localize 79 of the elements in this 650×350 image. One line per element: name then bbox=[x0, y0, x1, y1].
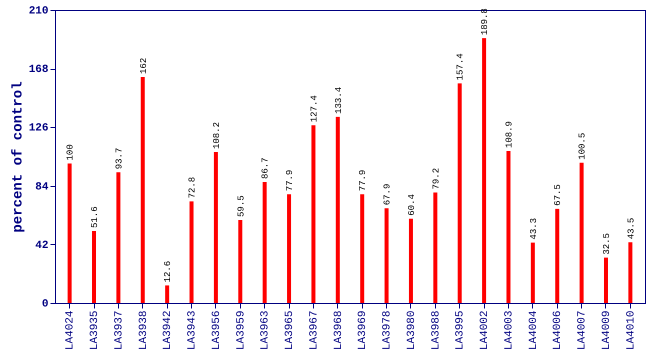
data-label: 93.7 bbox=[114, 148, 124, 170]
bar bbox=[360, 194, 364, 303]
bar bbox=[92, 231, 96, 303]
x-tick-label: LA3956 bbox=[210, 310, 223, 350]
bar bbox=[140, 76, 145, 303]
x-tick-label: LA4004 bbox=[528, 310, 540, 350]
bar bbox=[384, 208, 389, 303]
x-tick-label: LA3995 bbox=[454, 310, 467, 350]
x-tick-label: LA3980 bbox=[406, 310, 418, 350]
x-tick-label: LA3937 bbox=[113, 310, 126, 350]
bar bbox=[530, 242, 535, 303]
bar bbox=[433, 192, 438, 303]
bar bbox=[555, 208, 560, 303]
data-label: 162 bbox=[138, 58, 149, 74]
x-tick-label: LA4003 bbox=[503, 310, 516, 350]
data-label: 77.9 bbox=[358, 170, 368, 192]
x-tick-label: LA3959 bbox=[235, 310, 248, 350]
data-label: 79.2 bbox=[431, 168, 442, 190]
data-label: 100 bbox=[66, 144, 76, 160]
data-label: 77.9 bbox=[285, 170, 296, 192]
bar bbox=[116, 172, 120, 303]
y-tick-label: 210 bbox=[28, 6, 48, 18]
data-label: 67.5 bbox=[553, 184, 564, 206]
bar bbox=[165, 285, 170, 303]
x-tick-label: LA3969 bbox=[357, 310, 370, 350]
data-label: 133.4 bbox=[334, 86, 344, 114]
bar bbox=[190, 201, 194, 303]
bar bbox=[238, 220, 242, 303]
data-label: 59.5 bbox=[236, 195, 246, 217]
x-tick-label: LA3942 bbox=[162, 310, 174, 350]
bar bbox=[214, 152, 218, 303]
data-label: 67.9 bbox=[382, 184, 393, 206]
bar bbox=[262, 182, 267, 303]
data-label: 43.5 bbox=[626, 218, 636, 240]
data-label: 72.8 bbox=[188, 176, 198, 198]
x-tick-label: LA3935 bbox=[89, 310, 102, 350]
bar bbox=[506, 151, 510, 303]
bar bbox=[604, 258, 608, 303]
y-tick-label: 168 bbox=[28, 64, 49, 76]
data-label: 43.3 bbox=[528, 218, 539, 240]
x-tick-label: LA3963 bbox=[260, 310, 272, 350]
data-label: 86.7 bbox=[260, 157, 271, 180]
y-tick-label: 126 bbox=[28, 122, 48, 135]
bar bbox=[311, 125, 316, 303]
x-tick-label: LA4010 bbox=[625, 310, 638, 350]
x-tick-label: LA3967 bbox=[308, 310, 320, 350]
x-tick-label: LA3965 bbox=[284, 310, 296, 350]
data-label: 100.5 bbox=[578, 132, 588, 160]
x-tick-label: LA3938 bbox=[138, 310, 150, 350]
data-label: 157.4 bbox=[456, 53, 466, 80]
bar bbox=[287, 194, 292, 303]
x-tick-label: LA3968 bbox=[332, 310, 345, 350]
x-tick-label: LA3978 bbox=[382, 310, 394, 350]
data-label: 189.8 bbox=[480, 8, 490, 36]
y-tick-label: 42 bbox=[35, 240, 48, 252]
data-label: 108.2 bbox=[212, 122, 222, 150]
data-label: 127.4 bbox=[309, 95, 320, 122]
x-tick-label: LA3943 bbox=[186, 310, 199, 350]
data-label: 51.6 bbox=[90, 206, 100, 228]
bar bbox=[408, 218, 413, 303]
y-axis-title: percent of control bbox=[10, 81, 27, 233]
x-tick-label: LA4006 bbox=[552, 310, 564, 350]
y-tick-label: 0 bbox=[42, 298, 48, 310]
x-tick-label: LA4007 bbox=[576, 310, 589, 350]
x-tick-label: LA3988 bbox=[430, 310, 442, 350]
x-tick-label: LA4024 bbox=[64, 310, 77, 350]
data-label: 108.9 bbox=[504, 121, 514, 148]
bar bbox=[336, 116, 340, 303]
bar bbox=[482, 38, 486, 303]
x-tick-label: LA4009 bbox=[600, 310, 613, 350]
data-label: 60.4 bbox=[406, 194, 417, 216]
bar bbox=[68, 163, 72, 303]
bar bbox=[458, 83, 462, 303]
bar bbox=[580, 162, 584, 303]
data-label: 12.6 bbox=[163, 260, 174, 282]
x-tick-label: LA4002 bbox=[479, 310, 492, 350]
y-tick-label: 84 bbox=[35, 181, 49, 194]
bar bbox=[628, 242, 632, 303]
data-label: 32.5 bbox=[602, 233, 612, 255]
